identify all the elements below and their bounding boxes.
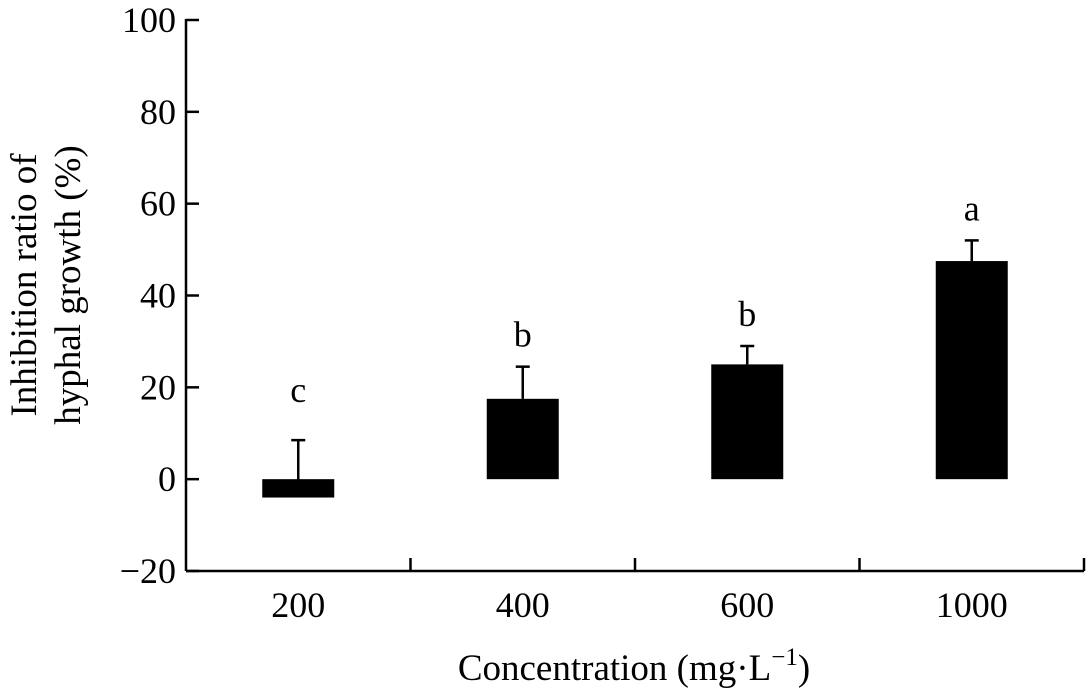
x-tick-label: 600 bbox=[720, 585, 774, 625]
y-tick-label: 60 bbox=[140, 184, 176, 224]
x-axis-title-text: Concentration (mg·L bbox=[458, 648, 771, 689]
bar bbox=[486, 398, 559, 480]
x-tick-label: 400 bbox=[496, 585, 550, 625]
x-axis-title-close: ) bbox=[798, 648, 810, 689]
y-tick-label: 80 bbox=[140, 92, 176, 132]
y-tick-label: −20 bbox=[120, 551, 176, 591]
significance-label: a bbox=[964, 188, 980, 228]
y-tick-label: 20 bbox=[140, 367, 176, 407]
y-axis: −20 0 20 40 60 80 100 bbox=[120, 0, 199, 591]
significance-label: c bbox=[290, 370, 306, 410]
bars: c 200 b 400 b 600 a 1000 bbox=[262, 188, 1008, 625]
significance-label: b bbox=[514, 315, 532, 355]
y-tick-label: 40 bbox=[140, 276, 176, 316]
x-tick-label: 1000 bbox=[936, 585, 1008, 625]
x-axis bbox=[409, 558, 1086, 571]
bar bbox=[935, 261, 1008, 480]
x-axis-title-unit-exponent: −1 bbox=[771, 644, 798, 671]
x-tick-label: 200 bbox=[271, 585, 325, 625]
bar bbox=[711, 364, 784, 480]
y-tick-label: 0 bbox=[158, 459, 176, 499]
y-axis-title-line1: Inhibition ratio of bbox=[4, 153, 45, 417]
significance-label: b bbox=[738, 294, 756, 334]
x-axis-title: Concentration (mg·L−1) bbox=[458, 644, 810, 689]
y-axis-title-line2: hyphal growth (%) bbox=[48, 145, 89, 425]
y-tick-label: 100 bbox=[122, 0, 176, 40]
